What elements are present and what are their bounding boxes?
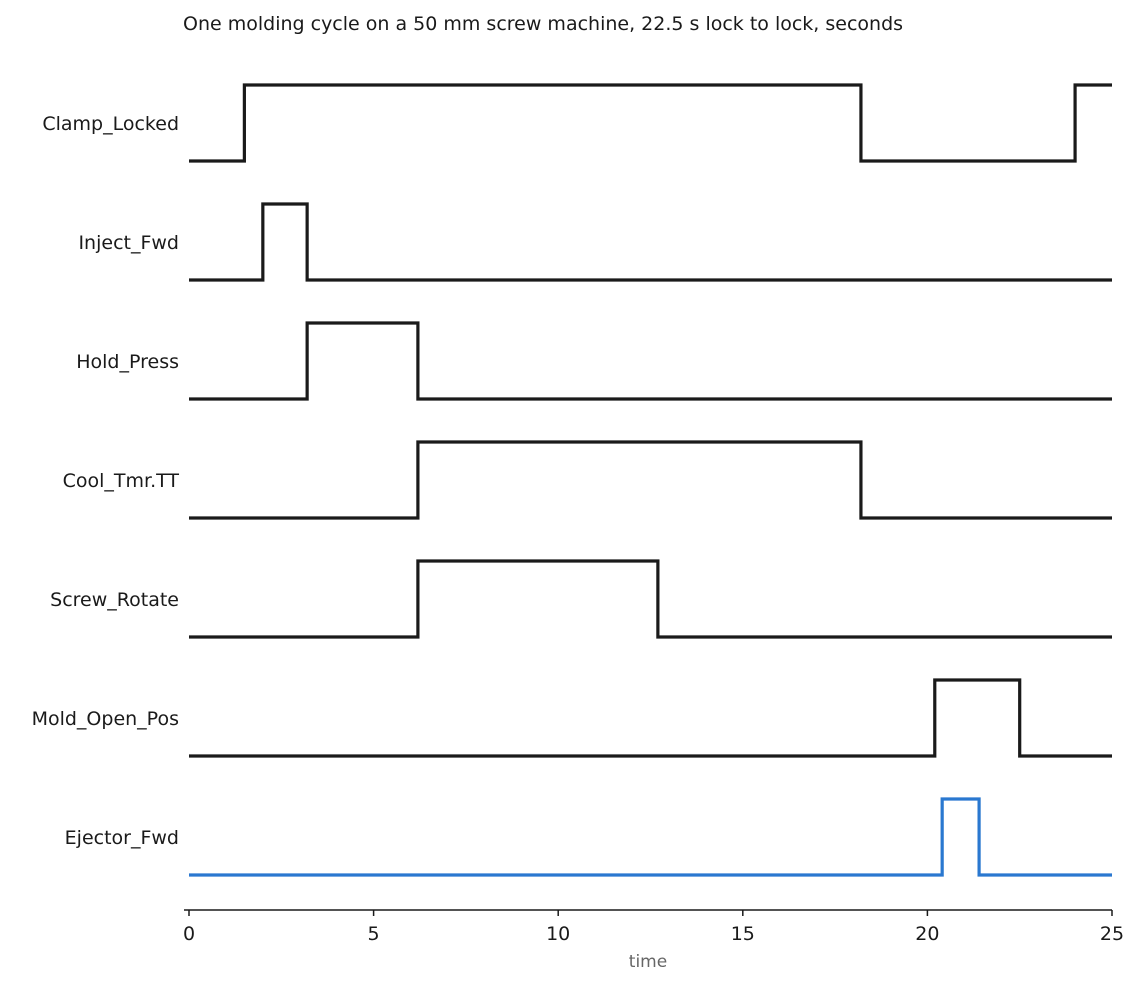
signals-layer: Clamp_Locked Inject_Fwd Hold_Press Cool_Tmr… xyxy=(32,83,1112,877)
signal-trace-clamp-locked xyxy=(189,83,1112,163)
x-axis-title: time xyxy=(629,952,667,972)
signal-label-cool-tmr-tt: Cool_Tmr.TT xyxy=(63,470,180,492)
signal-trace-cool-tmr-tt xyxy=(189,440,1112,520)
signal-label-inject-fwd: Inject_Fwd xyxy=(78,232,179,254)
chart-title: One molding cycle on a 50 mm screw machi… xyxy=(183,13,903,35)
signal-trace-ejector-fwd xyxy=(189,797,1112,877)
x-tick-label-15: 15 xyxy=(731,923,755,945)
x-tick-label-5: 5 xyxy=(368,923,380,945)
signal-label-ejector-fwd: Ejector_Fwd xyxy=(65,827,179,849)
signal-trace-hold-press xyxy=(189,321,1112,401)
x-tick-label-25: 25 xyxy=(1100,923,1124,945)
x-tick-label-0: 0 xyxy=(183,923,195,945)
x-tick-label-10: 10 xyxy=(546,923,570,945)
signal-trace-inject-fwd xyxy=(189,202,1112,282)
signal-label-clamp-locked: Clamp_Locked xyxy=(42,113,179,135)
x-tick-label-20: 20 xyxy=(915,923,939,945)
signal-label-mold-open-pos: Mold_Open_Pos xyxy=(32,708,179,730)
signal-label-screw-rotate: Screw_Rotate xyxy=(50,589,179,611)
signal-trace-screw-rotate xyxy=(189,559,1112,639)
x-axis: 0 5 10 15 20 25 xyxy=(183,909,1124,945)
signal-trace-mold-open-pos xyxy=(189,678,1112,758)
signal-label-hold-press: Hold_Press xyxy=(76,351,179,373)
